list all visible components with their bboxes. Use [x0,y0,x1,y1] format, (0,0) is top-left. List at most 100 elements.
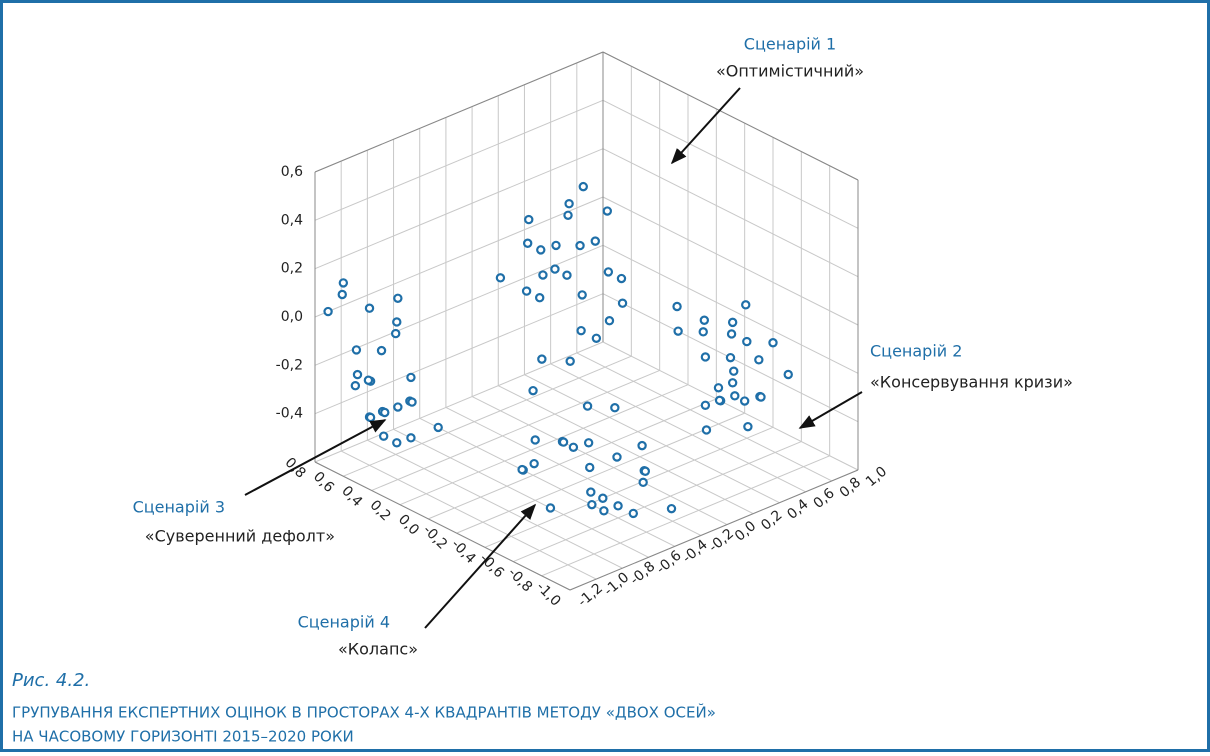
y-tick-label: -1,2 [575,580,606,610]
grid-line [602,341,859,471]
point [517,464,527,475]
point [725,352,736,363]
grid-line [498,385,754,515]
point [392,317,402,327]
grid-line [314,196,604,318]
point [576,325,586,336]
point [599,506,609,516]
x-tick-label: -0,8 [505,565,536,596]
grid-line [367,439,623,569]
point [602,206,613,216]
point [603,267,614,277]
point [565,356,575,366]
point [575,240,585,251]
x-tick-label: 0,4 [338,483,365,510]
point [768,338,778,348]
point [524,214,534,225]
point [364,303,375,313]
y-tick-label: 1,0 [863,464,890,491]
point [701,425,712,435]
annotation-title: Сценарій 1 [744,35,836,54]
caption-line: НА ЧАСОВОМУ ГОРИЗОНТІ 2015–2020 РОКИ [12,728,354,746]
point [739,396,750,406]
grid-line [541,455,830,577]
annotation-title: Сценарій 3 [133,498,225,517]
z-tick-label: 0,0 [281,309,303,325]
z-tick-label: -0,4 [276,406,303,422]
point [323,306,333,317]
point [756,392,766,402]
y-tick-label: 0,0 [732,518,759,545]
point [536,245,546,255]
grid-line [314,99,604,221]
grid-line [602,148,859,278]
point [604,316,615,326]
y-tick-label: 0,6 [810,485,837,512]
point [550,264,560,274]
z-tick-label: 0,6 [281,164,303,180]
caption-line: ГРУПУВАННЯ ЕКСПЕРТНИХ ОЦІНОК В ПРОСТОРАХ… [12,703,716,722]
y-tick-label: 0,2 [758,507,785,534]
point [698,327,708,337]
point [613,501,623,511]
y-tick-label: -0,8 [627,558,658,588]
point [729,366,739,376]
point [562,270,572,280]
point [612,452,622,462]
point [586,487,596,497]
point [393,293,403,303]
point [617,298,628,308]
grid [314,51,859,591]
point [363,375,374,385]
arrow [244,419,387,496]
point [638,477,648,488]
y-tick-label: 0,8 [837,474,864,501]
point [407,397,417,407]
grid-line [602,99,859,229]
point [727,317,738,328]
z-tick-label: 0,2 [281,261,303,277]
annotation-title: Сценарій 2 [870,342,962,361]
point [433,422,443,433]
point [563,210,573,220]
point [672,301,682,312]
box-edge [314,461,571,591]
z-tick-label: 0,4 [281,212,303,228]
box-edge [314,51,604,173]
point [582,401,593,411]
point [583,438,594,448]
point [727,378,738,388]
point [742,336,752,347]
point [598,493,608,503]
point [521,286,532,296]
point [666,503,677,514]
point [628,508,639,519]
x-tick-label: 0,6 [310,469,337,496]
point [390,328,401,339]
point [392,438,402,448]
point [699,315,710,325]
point [713,383,724,393]
point [530,435,540,445]
point [726,329,737,339]
grid-line [524,374,780,504]
point [585,462,595,473]
point [406,433,416,443]
point [545,503,556,513]
annotation-label: «Консервування кризи» [870,373,1073,392]
annotation-label: «Оптимістичний» [716,62,864,81]
y-tick-label: -1,0 [601,569,632,599]
point [783,369,793,380]
point [587,499,597,510]
y-tick-label: 0,4 [784,496,811,523]
point [522,238,533,248]
point [365,412,376,423]
point [378,431,389,441]
point [743,421,753,432]
point [730,391,740,401]
grid-line [484,426,774,548]
point [673,326,683,336]
x-tick-label: -1,0 [533,579,564,610]
